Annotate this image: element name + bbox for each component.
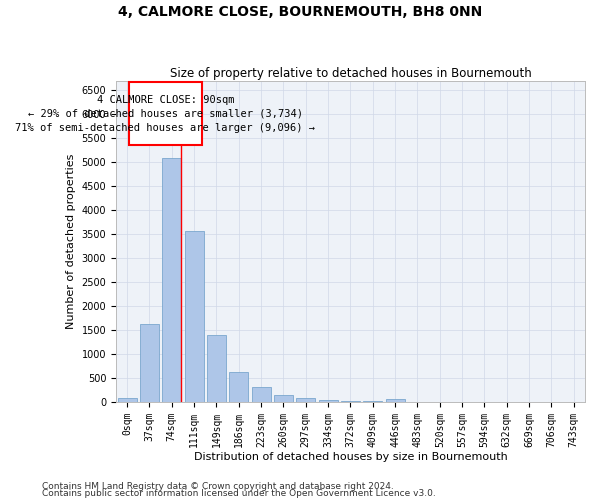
Bar <box>386 399 404 402</box>
Bar <box>341 400 360 402</box>
Text: Contains public sector information licensed under the Open Government Licence v3: Contains public sector information licen… <box>42 490 436 498</box>
Y-axis label: Number of detached properties: Number of detached properties <box>66 154 76 329</box>
Bar <box>319 400 338 402</box>
Text: Contains HM Land Registry data © Crown copyright and database right 2024.: Contains HM Land Registry data © Crown c… <box>42 482 394 491</box>
Bar <box>118 398 137 402</box>
Bar <box>140 324 159 402</box>
Bar <box>185 231 203 402</box>
Bar <box>207 335 226 402</box>
X-axis label: Distribution of detached houses by size in Bournemouth: Distribution of detached houses by size … <box>194 452 508 462</box>
Title: Size of property relative to detached houses in Bournemouth: Size of property relative to detached ho… <box>170 66 532 80</box>
Bar <box>129 82 202 146</box>
Bar <box>296 398 315 402</box>
Text: 4, CALMORE CLOSE, BOURNEMOUTH, BH8 0NN: 4, CALMORE CLOSE, BOURNEMOUTH, BH8 0NN <box>118 5 482 19</box>
Text: 4 CALMORE CLOSE: 90sqm
← 29% of detached houses are smaller (3,734)
71% of semi-: 4 CALMORE CLOSE: 90sqm ← 29% of detached… <box>16 94 316 132</box>
Bar <box>251 387 271 402</box>
Bar <box>229 372 248 402</box>
Bar <box>274 394 293 402</box>
Bar <box>162 158 181 402</box>
